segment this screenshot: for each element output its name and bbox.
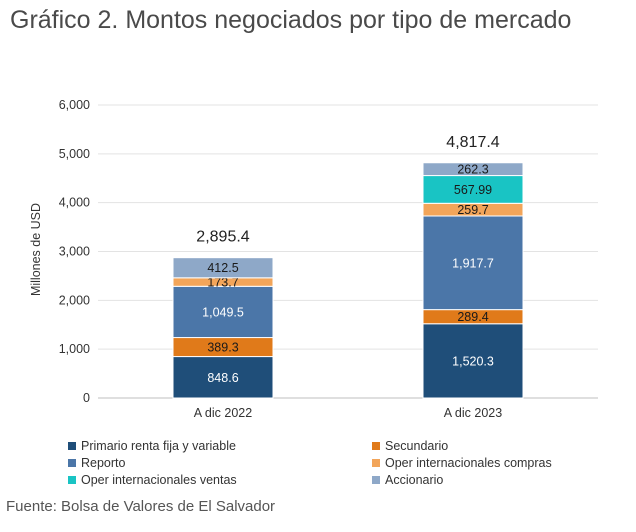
data-label: 1,049.5: [202, 305, 244, 319]
legend-item-accionario: Accionario: [372, 472, 622, 488]
bar-segment: [422, 323, 524, 399]
legend-item-oper-int-compras: Oper internacionales compras: [372, 455, 622, 471]
y-axis-title: Millones de USD: [29, 203, 43, 296]
legend-swatch: [372, 476, 380, 484]
legend-label: Oper internacionales ventas: [81, 473, 237, 487]
x-tick-label: A dic 2023: [444, 406, 502, 420]
data-label: 289.4: [457, 310, 488, 324]
x-tick-label: A dic 2022: [194, 406, 252, 420]
legend-label: Oper internacionales compras: [385, 456, 552, 470]
legend-swatch: [372, 442, 380, 450]
legend-item-oper-int-ventas: Oper internacionales ventas: [68, 472, 372, 488]
y-tick-label: 6,000: [59, 98, 90, 112]
y-tick-label: 0: [83, 391, 90, 405]
chart-legend: Primario renta fija y variable Secundari…: [68, 438, 628, 488]
legend-label: Accionario: [385, 473, 444, 487]
data-label: 1,917.7: [452, 256, 494, 270]
legend-label: Reporto: [81, 456, 126, 470]
data-label: 389.3: [207, 341, 238, 355]
bar-segment: [172, 257, 274, 279]
y-tick-label: 2,000: [59, 293, 90, 307]
y-tick-label: 3,000: [59, 245, 90, 259]
bar-segment: [422, 162, 524, 177]
legend-label: Primario renta fija y variable: [81, 439, 236, 453]
data-label: 567.99: [454, 183, 492, 197]
bar-segment: [172, 356, 274, 399]
legend-swatch: [372, 459, 380, 467]
bar-segment: [422, 215, 524, 311]
y-tick-label: 5,000: [59, 147, 90, 161]
total-label: 2,895.4: [196, 229, 249, 246]
source-note: Fuente: Bolsa de Valores de El Salvador: [6, 498, 276, 515]
legend-swatch: [68, 442, 76, 450]
data-label: 848.6: [207, 371, 238, 385]
data-label: 262.3: [457, 163, 488, 177]
legend-swatch: [68, 459, 76, 467]
data-label: 259.7: [457, 203, 488, 217]
legend-item-secundario: Secundario: [372, 438, 622, 454]
chart-title: Gráfico 2. Montos negociados por tipo de…: [10, 6, 572, 34]
total-label: 4,817.4: [446, 134, 499, 151]
data-label: 173.7: [207, 276, 238, 290]
legend-item-reporto: Reporto: [68, 455, 372, 471]
data-label: 412.5: [207, 261, 238, 275]
data-label: 1,520.3: [452, 354, 494, 368]
legend-item-primario: Primario renta fija y variable: [68, 438, 372, 454]
bar-segment: [422, 175, 524, 204]
y-tick-label: 4,000: [59, 196, 90, 210]
legend-swatch: [68, 476, 76, 484]
y-tick-label: 1,000: [59, 342, 90, 356]
legend-label: Secundario: [385, 439, 449, 453]
